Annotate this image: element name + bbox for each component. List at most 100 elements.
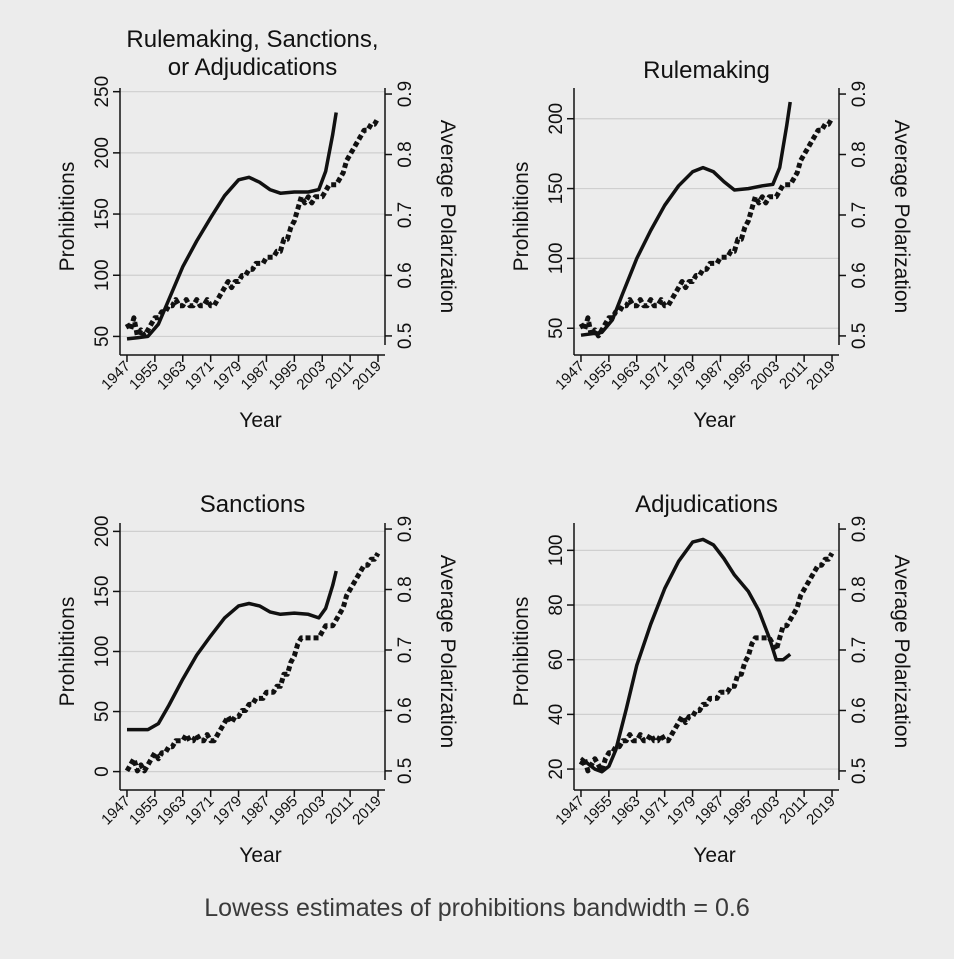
y2-axis-label: Average Polarization <box>436 120 459 313</box>
x-tick-label: 1987 <box>238 358 274 394</box>
y-axis-label: Prohibitions <box>510 162 533 272</box>
x-tick-label: 1979 <box>210 358 246 394</box>
x-tick-label: 1963 <box>608 358 644 394</box>
x-tick-label: 2003 <box>747 793 783 829</box>
y-tick-label: 100 <box>546 243 567 275</box>
x-tick-label: 1963 <box>154 793 190 829</box>
x-tick-label: 2011 <box>776 793 811 828</box>
x-tick-label: 2003 <box>747 358 783 394</box>
y2-tick-label: 0.6 <box>849 262 870 288</box>
x-tick-label: 2019 <box>803 358 839 394</box>
y2-tick-label: 0.9 <box>395 516 416 542</box>
figure-caption: Lowess estimates of prohibitions bandwid… <box>204 894 750 922</box>
chart-title: Rulemaking <box>643 57 770 84</box>
y2-tick-label: 0.7 <box>849 637 870 663</box>
y2-tick-label: 0.6 <box>849 697 870 723</box>
x-tick-label: 1955 <box>580 793 616 829</box>
y2-tick-label: 0.9 <box>849 516 870 542</box>
x-tick-label: 1987 <box>692 793 728 829</box>
x-tick-label: 2019 <box>349 358 385 394</box>
x-tick-label: 1979 <box>664 793 700 829</box>
y2-tick-label: 0.6 <box>395 262 416 288</box>
y-tick-label: 200 <box>92 516 113 548</box>
y2-tick-label: 0.8 <box>849 576 870 602</box>
y2-tick-label: 0.6 <box>395 697 416 723</box>
x-tick-label: 1971 <box>182 358 218 394</box>
prohibitions-line <box>580 101 792 337</box>
x-tick-label: 1947 <box>98 358 134 394</box>
y-tick-label: 80 <box>546 594 567 615</box>
y-tick-label: 100 <box>92 259 113 291</box>
y2-tick-label: 0.7 <box>849 202 870 228</box>
x-axis-label: Year <box>693 409 735 432</box>
y-axis-label: Prohibitions <box>56 162 79 272</box>
chart-title: Rulemaking, Sanctions, <box>126 26 378 53</box>
x-tick-label: 1955 <box>126 358 162 394</box>
x-tick-label: 2019 <box>349 793 385 829</box>
x-tick-label: 1947 <box>98 793 134 829</box>
x-tick-label: 1971 <box>636 793 672 829</box>
polarization-line <box>578 116 835 339</box>
x-tick-label: 1995 <box>720 358 756 394</box>
y-tick-label: 50 <box>546 318 567 339</box>
x-tick-label: 2011 <box>322 793 357 828</box>
y-tick-label: 250 <box>92 76 113 108</box>
y-tick-label: 40 <box>546 704 567 725</box>
chart-title: Sanctions <box>200 491 305 518</box>
x-tick-label: 1971 <box>182 793 218 829</box>
x-tick-label: 2019 <box>803 793 839 829</box>
x-tick-label: 1987 <box>238 793 274 829</box>
panel-3: Sanctions 0 50 100 150 200 Prohibitions 0.5 0.6 0… <box>56 491 459 867</box>
y2-axis-label: Average Polarization <box>436 555 459 748</box>
y-tick-label: 50 <box>92 701 113 722</box>
y2-tick-label: 0.9 <box>849 81 870 107</box>
y-tick-label: 150 <box>546 173 567 205</box>
y-tick-label: 200 <box>546 103 567 135</box>
polarization-line <box>124 116 381 339</box>
x-axis-label: Year <box>693 844 735 867</box>
polarization-line <box>578 551 835 774</box>
y2-tick-label: 0.8 <box>395 141 416 167</box>
x-tick-label: 2011 <box>322 358 357 393</box>
y2-axis-label: Average Polarization <box>890 555 913 748</box>
x-tick-label: 1987 <box>692 358 728 394</box>
panel-2: Rulemaking 50 100 150 200 Prohibitions 0.5 0.6 0… <box>510 57 913 432</box>
prohibitions-line <box>126 112 338 341</box>
x-tick-label: 2003 <box>293 793 329 829</box>
y2-tick-label: 0.5 <box>395 758 416 784</box>
y-axis-label: Prohibitions <box>510 597 533 707</box>
x-axis-label: Year <box>239 409 281 432</box>
x-tick-label: 1947 <box>552 358 588 394</box>
y2-tick-label: 0.8 <box>849 141 870 167</box>
x-tick-label: 1971 <box>636 358 672 394</box>
polarization-line <box>124 551 381 774</box>
y-axis-label: Prohibitions <box>56 597 79 707</box>
chart-title: Adjudications <box>635 491 778 518</box>
prohibitions-line <box>579 537 792 774</box>
x-tick-label: 1995 <box>266 358 302 394</box>
x-tick-label: 1963 <box>608 793 644 829</box>
x-tick-label: 1979 <box>664 358 700 394</box>
y2-tick-label: 0.5 <box>849 758 870 784</box>
y2-tick-label: 0.5 <box>395 323 416 349</box>
x-tick-label: 1995 <box>266 793 302 829</box>
prohibitions-line <box>127 570 338 732</box>
y2-tick-label: 0.7 <box>395 202 416 228</box>
y-tick-label: 150 <box>92 198 113 230</box>
y2-tick-label: 0.7 <box>395 637 416 663</box>
y2-axis-label: Average Polarization <box>890 120 913 313</box>
x-tick-label: 2003 <box>293 358 329 394</box>
x-tick-label: 1947 <box>552 793 588 829</box>
x-axis-label: Year <box>239 844 281 867</box>
y-tick-label: 50 <box>92 326 113 347</box>
chart-title: or Adjudications <box>168 54 337 81</box>
panel-4: Adjudications 20 40 60 80 100 Prohibitions 0.5 0… <box>510 491 913 867</box>
y-tick-label: 20 <box>546 758 567 779</box>
y-tick-label: 0 <box>92 766 113 777</box>
y-tick-label: 60 <box>546 649 567 670</box>
x-tick-label: 1979 <box>210 793 246 829</box>
y2-tick-label: 0.8 <box>395 576 416 602</box>
x-tick-label: 1963 <box>154 358 190 394</box>
y-tick-label: 100 <box>546 534 567 566</box>
y-tick-label: 200 <box>92 137 113 169</box>
